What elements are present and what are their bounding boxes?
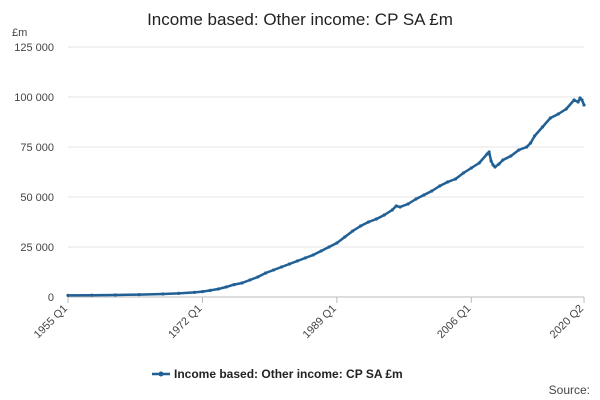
x-tick-label: 1955 Q1 [32, 303, 70, 341]
data-point [578, 96, 582, 100]
x-tick-label: 2020 Q2 [548, 303, 586, 341]
data-point [564, 107, 568, 111]
data-point [525, 145, 529, 149]
data-point [493, 165, 497, 169]
data-point [240, 281, 244, 285]
data-point [406, 202, 410, 206]
data-point [576, 100, 580, 104]
data-point [287, 262, 291, 266]
data-point [366, 220, 371, 224]
data-point [256, 275, 260, 279]
data-point [319, 249, 323, 253]
data-point [540, 125, 545, 129]
x-tick-label: 1972 Q1 [166, 303, 204, 341]
data-point [224, 285, 228, 289]
data-point [359, 224, 363, 228]
data-point [264, 271, 268, 275]
y-axis: 0 25 000 50 000 75 000 100 000 125 000 [14, 42, 54, 304]
data-point [489, 159, 493, 163]
data-point [461, 171, 465, 175]
data-point [311, 253, 315, 257]
data-point [497, 162, 501, 166]
y-tick-label: 125 000 [14, 42, 54, 54]
data-point [272, 268, 276, 272]
y-tick-label: 75 000 [20, 142, 54, 154]
data-point [453, 177, 458, 181]
data-point [200, 290, 204, 294]
y-tick-label: 0 [48, 292, 54, 304]
data-point [533, 134, 537, 138]
x-tick-label: 2006 Q1 [435, 303, 473, 341]
data-point [279, 265, 284, 269]
data-point [161, 292, 165, 296]
data-point [303, 256, 307, 260]
data-point [232, 283, 236, 287]
legend-marker-swatch [158, 371, 164, 377]
data-point [295, 259, 299, 263]
data-point [66, 293, 70, 297]
data-point [343, 235, 347, 239]
y-tick-label: 100 000 [14, 92, 54, 104]
data-point [351, 229, 355, 233]
data-point [177, 291, 181, 295]
data-point [582, 103, 586, 107]
data-point [477, 161, 481, 165]
data-point [438, 184, 442, 188]
x-axis: 1955 Q1 1972 Q1 1989 Q1 2006 Q1 2020 Q2 [32, 297, 586, 341]
data-point [446, 180, 450, 184]
data-point [422, 193, 426, 197]
data-point [192, 290, 197, 294]
data-point [430, 189, 434, 193]
data-point [208, 288, 212, 292]
data-point [248, 278, 252, 282]
data-point [327, 245, 331, 249]
data-point [487, 150, 491, 154]
data-point [509, 154, 513, 158]
gridlines [68, 46, 584, 298]
plot-area [66, 96, 586, 297]
data-point [113, 293, 117, 297]
data-point [382, 213, 386, 217]
data-point [398, 205, 402, 209]
data-point [517, 148, 521, 152]
data-point [390, 208, 394, 212]
data-point [572, 98, 576, 102]
data-point [137, 293, 141, 297]
data-point [216, 287, 220, 291]
data-point [556, 112, 560, 116]
data-point [469, 166, 473, 170]
x-tick-label: 1989 Q1 [301, 303, 339, 341]
data-point [529, 141, 533, 145]
legend: Income based: Other income: CP SA £m [152, 367, 403, 381]
data-point [548, 116, 553, 120]
data-point [491, 163, 495, 167]
data-point [414, 197, 418, 201]
y-tick-label: 50 000 [20, 192, 54, 204]
data-point [501, 158, 505, 162]
data-point [374, 217, 378, 221]
data-point [580, 98, 584, 102]
data-point [335, 241, 339, 245]
legend-label: Income based: Other income: CP SA £m [174, 367, 403, 381]
y-tick-label: 25 000 [20, 242, 54, 254]
y-unit-label: £m [12, 27, 27, 39]
source-label: Source: [549, 383, 590, 397]
data-point [394, 204, 398, 208]
data-point [485, 152, 489, 156]
chart-title: Income based: Other income: CP SA £m [147, 10, 453, 29]
data-point [90, 293, 94, 297]
